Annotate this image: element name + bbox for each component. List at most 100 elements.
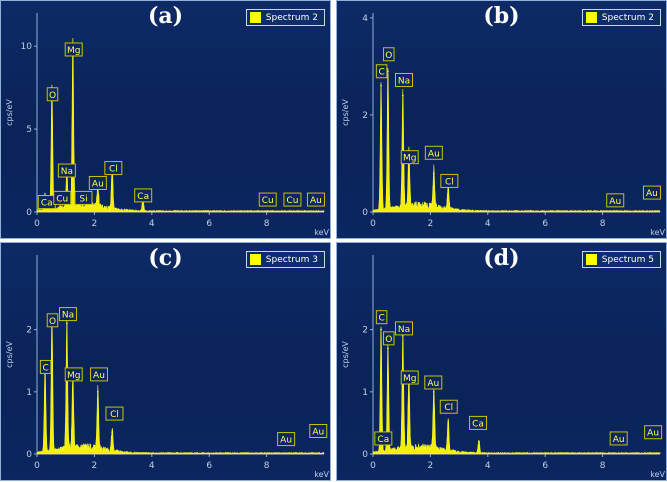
panel-label: (a)	[147, 3, 184, 29]
element-label: Cl	[104, 161, 123, 176]
element-label-text: Cl	[109, 165, 118, 175]
element-label-text: C	[378, 68, 384, 78]
spectrum-panel-b: 0 2 4 0 2 4 6 8 keV cps/eV C O Na Mg Au Cl Au Au (b) Spec…	[336, 0, 667, 239]
element-label-text: Cu	[262, 196, 274, 206]
x-tick-label: 8	[600, 461, 606, 471]
panel-label: (b)	[483, 3, 520, 29]
element-label-box	[88, 175, 107, 190]
element-label-text: Au	[647, 429, 659, 439]
chart-legend: Spectrum 2	[245, 9, 325, 26]
element-label-box	[104, 161, 123, 176]
spectrum-peak	[387, 347, 389, 350]
chart-legend: Spectrum 5	[581, 251, 661, 268]
chart-legend: Spectrum 3	[245, 251, 325, 268]
spectrum-trace	[36, 38, 325, 213]
element-label-box	[277, 432, 296, 447]
x-tick-label: 4	[149, 461, 155, 471]
element-label-text: Cl	[444, 403, 453, 413]
legend-swatch	[249, 254, 261, 265]
element-label-box	[39, 359, 52, 374]
element-label: Au	[306, 192, 325, 207]
spectrum-peak	[66, 322, 68, 325]
chart-legend: Spectrum 2	[581, 9, 661, 26]
spectrum-trace	[36, 313, 325, 455]
element-label: C	[375, 310, 388, 325]
element-label: Cu	[53, 190, 72, 205]
element-label-text: Cu	[286, 196, 298, 206]
element-label: O	[383, 47, 395, 62]
element-label-box	[394, 321, 413, 336]
y-tick-label: 5	[26, 125, 32, 135]
spectrum-panel-c: 0 1 2 0 2 4 6 8 keV cps/eV C O Na Mg Au Cl Au Au (c) Spec…	[0, 242, 331, 481]
spectrum-peak	[402, 94, 404, 97]
element-label-box	[400, 150, 419, 165]
y-tick-label: 10	[21, 42, 33, 52]
spectrum-peak	[97, 391, 99, 393]
element-label-text: Au	[646, 189, 658, 199]
element-label-text: Au	[310, 196, 322, 206]
element-label-text: Au	[609, 197, 621, 207]
x-axis-label: keV	[314, 228, 329, 237]
element-label-box	[440, 173, 459, 188]
element-label-text: Mg	[403, 154, 416, 164]
element-label-box	[439, 399, 458, 414]
element-label: Cu	[258, 192, 277, 207]
x-tick-label: 2	[428, 219, 434, 229]
element-label-text: Au	[280, 436, 292, 446]
element-label: Cl	[105, 406, 124, 421]
element-label-text: Au	[92, 179, 104, 189]
element-label-text: Ca	[137, 192, 149, 202]
y-tick-label: 0	[362, 208, 368, 218]
element-label-box	[57, 163, 76, 178]
spectrum-peak	[478, 440, 480, 443]
x-tick-label: 2	[428, 461, 434, 471]
element-label-text: O	[385, 51, 392, 61]
spectrum-panel-a: 0 5 10 0 2 4 6 8 keV cps/eV Ca O Cu Na Mg Si Au Cl Ca Cu Cu A…	[0, 0, 331, 239]
element-label: C	[375, 64, 388, 79]
element-label-text: Cl	[445, 177, 454, 187]
element-label-text: Na	[62, 311, 74, 321]
y-tick-label: 0	[26, 208, 32, 218]
element-label-box	[306, 192, 325, 207]
element-label: Cl	[439, 399, 458, 414]
element-label-box	[469, 415, 488, 430]
x-tick-label: 0	[34, 461, 40, 471]
x-tick-label: 6	[542, 219, 548, 229]
element-label-box	[609, 431, 628, 446]
element-label: Mg	[64, 42, 83, 57]
element-label: C	[39, 359, 52, 374]
element-label-box	[375, 64, 388, 79]
element-label-text: Ca	[472, 419, 484, 429]
element-label-text: Ca	[377, 435, 389, 445]
element-label: O	[46, 313, 59, 328]
element-label: Au	[424, 375, 443, 390]
element-label: Ca	[374, 431, 393, 446]
y-tick-label: 0	[26, 450, 32, 460]
element-label: Na	[394, 72, 413, 87]
element-label: Cu	[283, 192, 302, 207]
x-tick-label: 6	[542, 461, 548, 471]
element-label-text: O	[49, 91, 56, 101]
element-label-box	[309, 423, 328, 438]
element-label-text: C	[378, 314, 384, 324]
element-label: Na	[57, 163, 76, 178]
element-label: Au	[88, 175, 107, 190]
element-label-text: Si	[79, 194, 87, 204]
x-tick-label: 4	[485, 219, 491, 229]
legend-label: Spectrum 3	[265, 254, 318, 265]
spectrum-chart: 0 2 4 0 2 4 6 8 keV cps/eV CO Na Mg Au Cl Au Au	[341, 13, 666, 237]
element-label-box	[283, 192, 302, 207]
y-axis-label: cps/eV	[5, 99, 14, 126]
panel-label: (d)	[483, 245, 520, 271]
y-axis-label: cps/eV	[5, 341, 14, 368]
element-label-text: Au	[93, 371, 105, 381]
element-label-box	[258, 192, 277, 207]
element-label: Au	[642, 185, 661, 200]
x-tick-label: 0	[370, 461, 376, 471]
legend-label: Spectrum 5	[601, 254, 654, 265]
y-axis-label: cps/eV	[341, 99, 350, 126]
x-tick-label: 4	[485, 461, 491, 471]
element-label-text: Na	[398, 325, 410, 335]
element-label: Na	[394, 321, 413, 336]
y-tick-label: 0	[362, 450, 368, 460]
